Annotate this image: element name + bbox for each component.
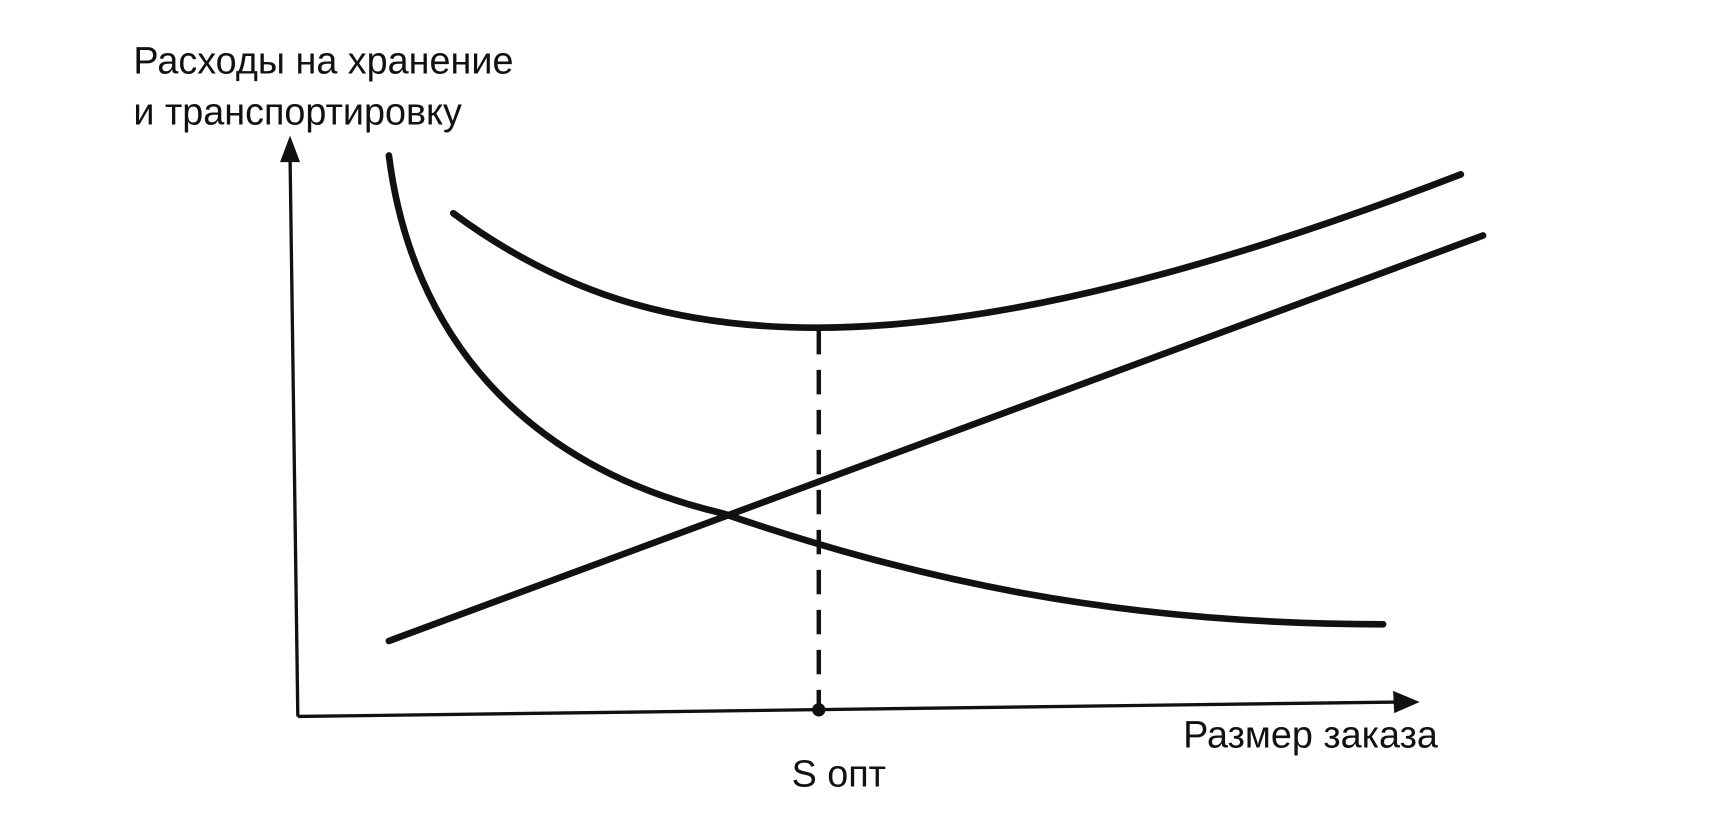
x-axis: [297, 700, 1398, 719]
storage-cost-line: [385, 232, 1487, 645]
y-axis-arrow: [280, 135, 301, 163]
total-cost-curve: [450, 171, 1465, 332]
x-axis-label: Размер заказа: [1183, 715, 1438, 757]
y-axis-label: и транспортировку: [133, 91, 462, 133]
y-axis-label: Расходы на хранение: [133, 40, 513, 82]
x-axis-arrow: [1393, 690, 1420, 714]
optimum-point: [812, 703, 826, 717]
y-axis: [288, 155, 300, 717]
optimum-label: S опт: [792, 753, 886, 795]
